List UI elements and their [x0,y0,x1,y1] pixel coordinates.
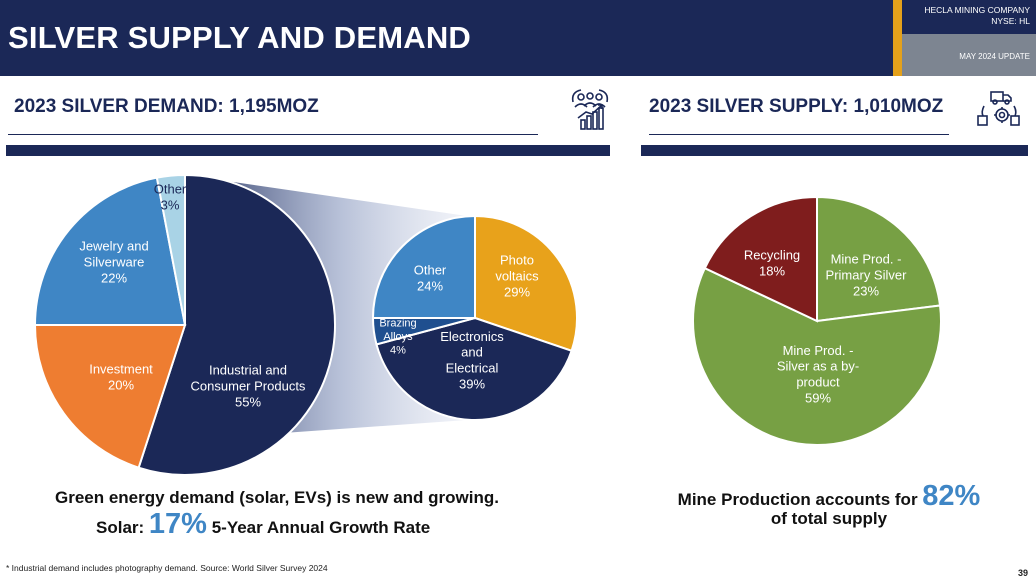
mine-prefix: Mine Production accounts for [677,490,918,509]
mine-callout: Mine Production accounts for 82% of tota… [664,480,994,529]
title-bar: SILVER SUPPLY AND DEMAND [0,0,893,76]
demand-divider [8,134,538,135]
industrial-breakdown-pie-label-3: Other 24% [414,263,447,294]
supply-divider [649,134,949,135]
industrial-breakdown-pie-label-2: Brazing Alloys 4% [379,317,416,356]
update-label: MAY 2024 UPDATE [902,34,1036,76]
page-title: SILVER SUPPLY AND DEMAND [8,20,471,55]
solar-prefix: Solar: [96,518,145,537]
demand-rule [6,145,610,156]
people-growth-chart-icon [571,89,609,130]
mine-suffix: of total supply [770,509,888,528]
industrial-breakdown-pie-slice-0 [474,214,578,353]
supply-title: 2023 SILVER SUPPLY: 1,010MOZ [649,96,944,117]
demand-pie-slice-1 [33,324,187,469]
green-energy-text: Green energy demand (solar, EVs) is new … [54,488,499,507]
demand-title: 2023 SILVER DEMAND: 1,195MOZ [14,96,319,117]
industrial-breakdown-pie-label-0: Photo voltaics 29% [495,253,539,300]
demand-pie-slice-2 [33,176,187,326]
company-label: HECLA MINING COMPANY NYSE: HL [902,0,1036,34]
industrial-breakdown-pie-label-1: Electronics and Electrical 39% [440,329,504,392]
demand-pie-slice-3 [155,173,186,326]
supply-pie-label-1: Mine Prod. -Silver as a by-product 59% [777,343,859,406]
supply-pie-label-0: Mine Prod. -Primary Silver 23% [826,252,908,299]
supply-pie-label-2: Recycling 18% [744,248,800,279]
demand-pie-label-3: Other 3% [154,182,187,213]
demand-pie-label-0: Industrial and Consumer Products 55% [191,363,306,410]
supply-pie-slice-1 [692,266,942,446]
demand-pie-slice-0 [137,173,336,476]
demand-pie-label-2: Jewelry and Silverware 22% [79,239,148,286]
ticker: NYSE: HL [991,16,1030,26]
green-energy-callout: Green energy demand (solar, EVs) is new … [40,488,514,508]
page-number: 39 [1018,568,1029,578]
demand-pie-label-1: Investment 20% [89,362,153,393]
industrial-breakdown-pie-slice-3 [371,214,476,319]
accent-bar [893,0,902,76]
supply-rule [641,145,1028,156]
company-name: HECLA MINING COMPANY [924,5,1030,15]
solar-growth-value: 17% [148,508,207,540]
mine-share-value: 82% [922,480,981,512]
supply-pie-slice-0 [816,195,942,323]
footnote: * Industrial demand includes photography… [6,563,328,573]
supply-pie-slice-2 [703,195,818,323]
update-date: MAY 2024 UPDATE [959,52,1030,61]
industrial-breakdown-pie-slice-1 [375,316,573,421]
solar-callout: Solar: 17% 5-Year Annual Growth Rate [96,508,516,541]
solar-suffix: 5-Year Annual Growth Rate [211,518,431,537]
supply-chain-icon [977,91,1020,126]
